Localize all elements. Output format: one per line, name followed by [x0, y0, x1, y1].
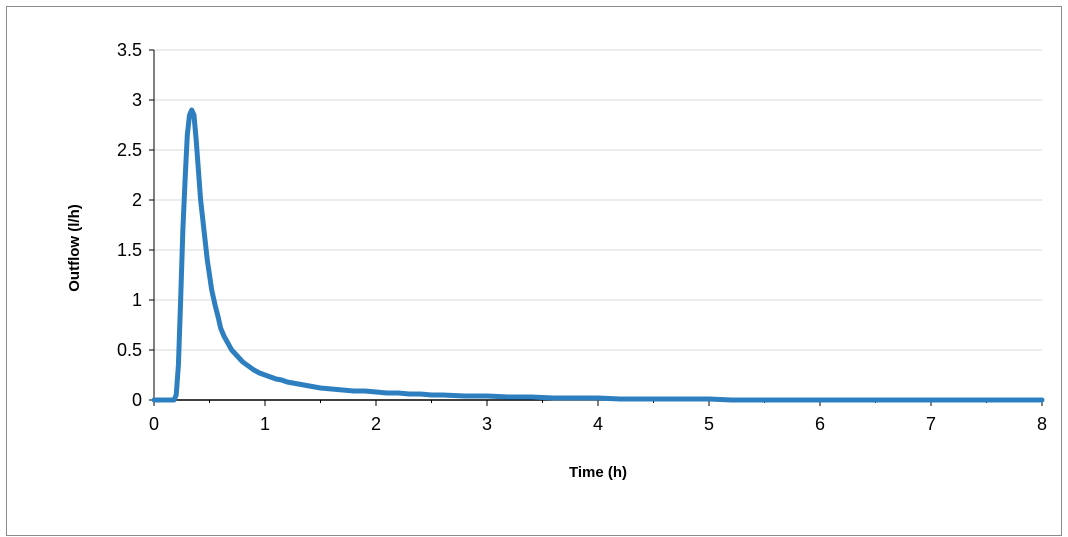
x-tick-label: 3 [482, 414, 492, 434]
series-layer [151, 107, 1045, 403]
y-tick-label: 1.5 [117, 240, 142, 260]
outflow-series-line [151, 107, 1045, 403]
y-tick-label: 2 [132, 190, 142, 210]
x-tick-label: 5 [704, 414, 714, 434]
y-axis-title: Outflow (l/h) [66, 204, 83, 291]
chart-frame: 0 0.5 1 1.5 2 2.5 3 3.5 0 1 2 3 4 5 6 7 8 Time (h) Outfl… [6, 6, 1062, 536]
y-tick-label: 3.5 [117, 40, 142, 60]
y-tick-label: 0 [132, 390, 142, 410]
x-tick-label: 4 [593, 414, 603, 434]
x-tick-label: 8 [1037, 414, 1047, 434]
x-tick-label: 0 [149, 414, 159, 434]
axes [149, 49, 1043, 406]
y-tick-label: 1 [132, 290, 142, 310]
x-tick-label: 7 [926, 414, 936, 434]
outflow-chart: 0 0.5 1 1.5 2 2.5 3 3.5 0 1 2 3 4 5 6 7 8 Time (h) Outfl… [66, 40, 1047, 481]
x-tick-label: 2 [371, 414, 381, 434]
x-tick-label: 6 [815, 414, 825, 434]
x-axis-title: Time (h) [569, 464, 627, 481]
y-tick-label: 2.5 [117, 140, 142, 160]
y-tick-label: 3 [132, 90, 142, 110]
x-tick-label: 1 [260, 414, 270, 434]
y-tick-label: 0.5 [117, 340, 142, 360]
tick-labels: 0 0.5 1 1.5 2 2.5 3 3.5 0 1 2 3 4 5 6 7 8 [117, 40, 1047, 434]
gridlines [154, 49, 1042, 351]
